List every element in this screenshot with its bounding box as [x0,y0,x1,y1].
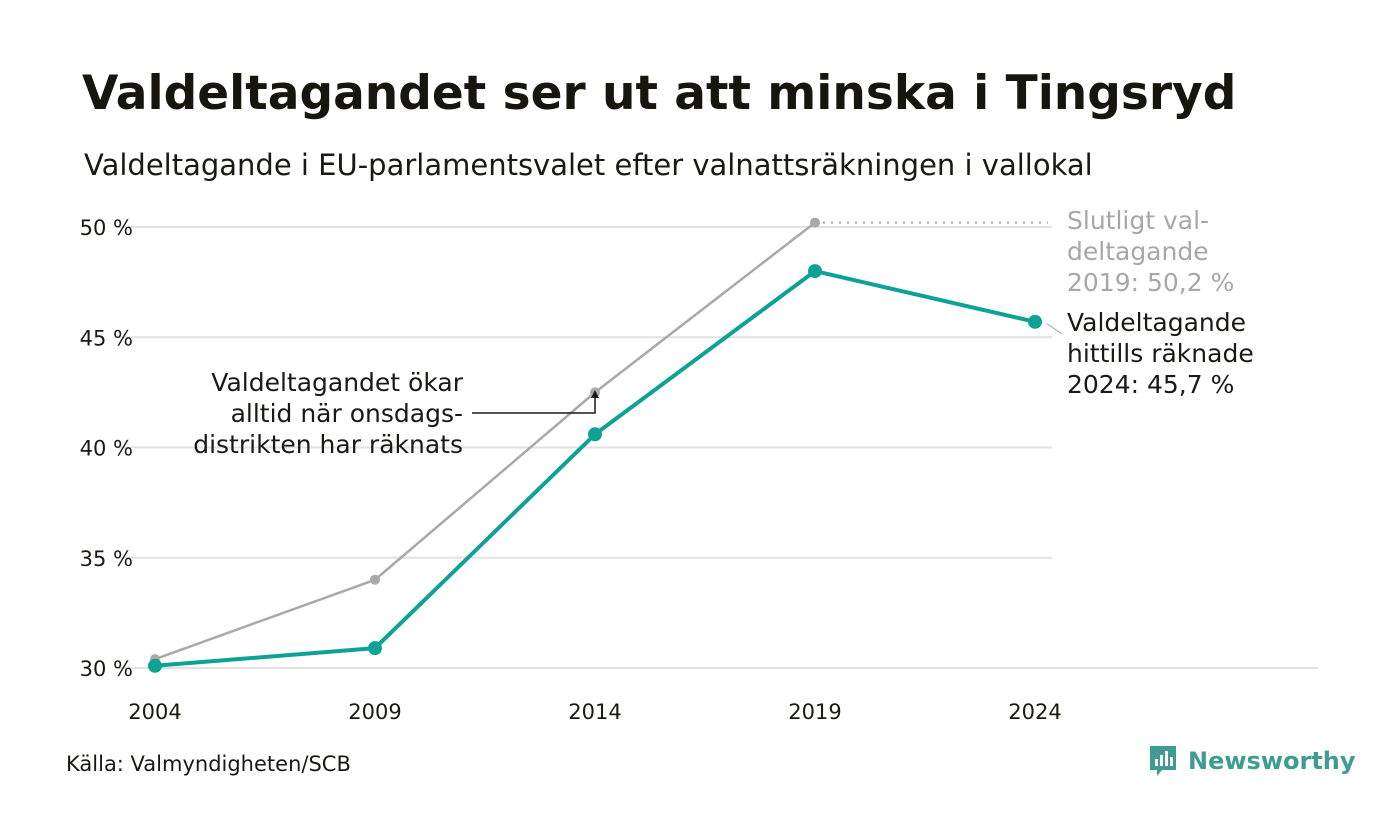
x-tick-label: 2004 [128,700,181,724]
counted-2024-leader [1046,323,1063,335]
data-point-counted [368,641,382,656]
data-point-counted [588,427,602,442]
y-tick-label: 50 % [80,216,133,240]
increase-note-arrow-head [591,390,599,398]
source-note: Källa: Valmyndigheten/SCB [66,752,351,776]
data-point-final [370,574,380,585]
data-point-final [810,217,820,228]
brand-logo: Newsworthy [1148,744,1356,778]
chart-title: Valdeltagandet ser ut att minska i Tings… [82,66,1237,121]
x-tick-label: 2014 [568,700,621,724]
increase-note-arrow-line [472,397,596,414]
annotation-increase-note: Valdeltagandet ökar alltid när onsdags-di… [193,368,463,459]
series-line-counted [154,269,1036,668]
data-point-counted [1028,314,1042,329]
y-tick-label: 40 % [80,437,133,461]
annotation-final-2019: Slutligt val-deltagande 2019: 50,2 % [1067,206,1234,297]
data-point-counted [808,264,822,279]
y-tick-label: 35 % [80,547,133,571]
annotation-counted-2024: Valdeltagande hittills räknade 2024: 45,7 … [1067,308,1254,399]
chart-subtitle: Valdeltagande i EU-parlamentsvalet efter… [84,148,1093,182]
x-tick-label: 2024 [1008,700,1061,724]
y-tick-label: 45 % [80,326,133,350]
y-tick-label: 30 % [80,657,133,681]
x-tick-label: 2009 [348,700,401,724]
x-tick-label: 2019 [788,700,841,724]
brand-name: Newsworthy [1188,747,1356,775]
data-point-counted [148,658,162,673]
newsworthy-logo-icon [1150,746,1176,776]
series-line-final [154,221,816,661]
